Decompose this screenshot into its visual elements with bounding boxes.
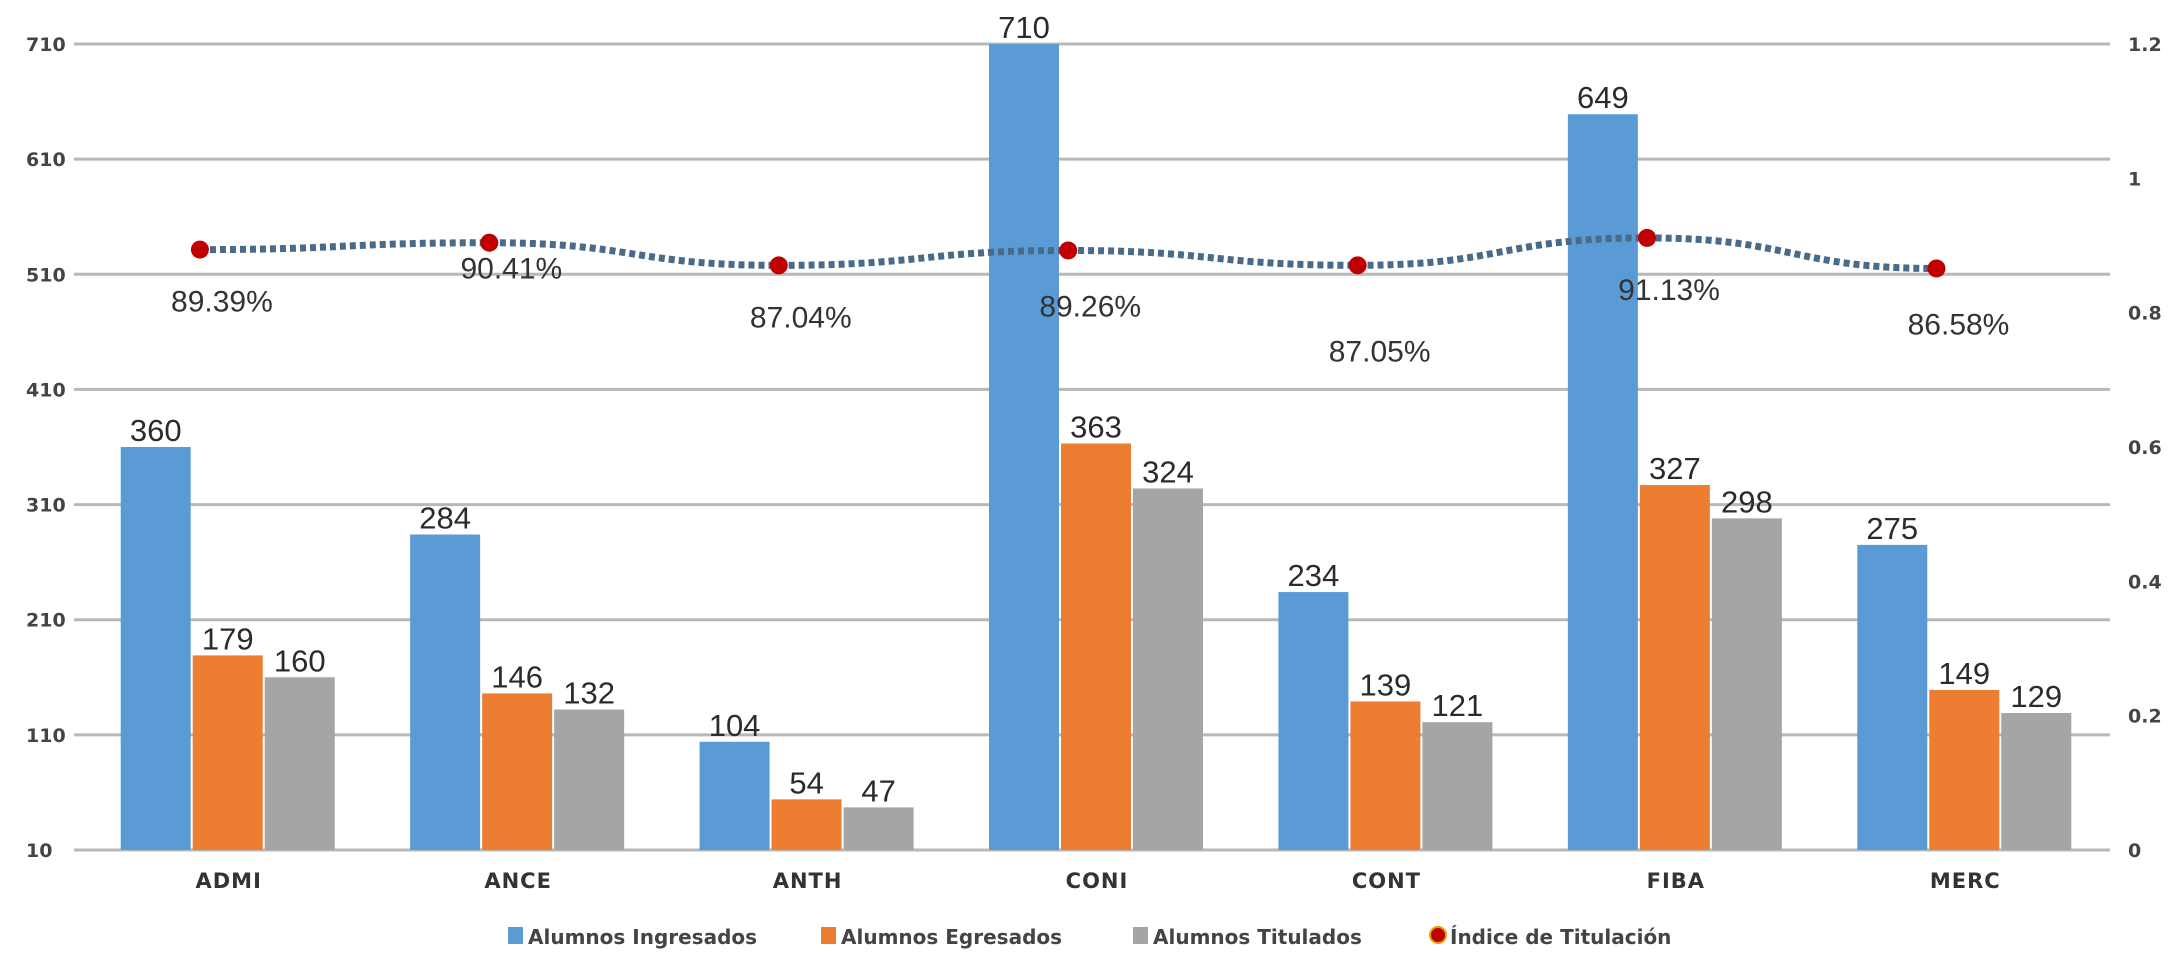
bar: [1422, 722, 1493, 850]
bar-value-label: 234: [1288, 558, 1340, 593]
index-point: [480, 233, 499, 252]
bar-value-label: 284: [419, 501, 471, 536]
right-tick-label: 1: [2128, 168, 2141, 190]
index-value-label: 89.26%: [1039, 290, 1141, 323]
index-point: [769, 256, 788, 275]
index-value-label: 87.04%: [750, 301, 852, 334]
index-value-label: 87.05%: [1329, 335, 1431, 368]
bar-value-label: 47: [861, 773, 895, 808]
right-tick-label: 0.8: [2128, 303, 2162, 325]
right-tick-label: 0.6: [2128, 437, 2162, 459]
bar: [410, 534, 481, 850]
legend-label: Índice de Titulación: [1450, 925, 1671, 949]
legend-swatch: [1133, 927, 1148, 944]
bar-value-label: 146: [491, 659, 543, 694]
left-tick-label: 10: [26, 840, 52, 862]
bar-value-label: 54: [789, 765, 823, 800]
bar: [1639, 484, 1710, 850]
legend-swatch: [508, 927, 523, 944]
bar: [120, 447, 191, 850]
bar-value-label: 129: [2010, 679, 2062, 714]
right-tick-label: 0.2: [2128, 706, 2162, 728]
category-label: MERC: [1930, 869, 2001, 893]
bar: [1061, 443, 1131, 850]
bar-value-label: 360: [130, 413, 182, 448]
bar: [1350, 701, 1421, 850]
legend-swatch: [821, 927, 836, 944]
index-point: [1638, 228, 1657, 247]
bar: [843, 807, 914, 850]
category-label: ANCE: [484, 869, 552, 893]
left-axis: 10 110 210 310 410 510 610 710: [26, 34, 66, 862]
bar-value-label: 132: [563, 676, 615, 711]
bar-value-label: 649: [1577, 80, 1629, 115]
bar: [482, 693, 553, 850]
left-tick-label: 210: [26, 610, 66, 632]
bar-value-label: 363: [1070, 410, 1122, 445]
category-label: FIBA: [1647, 869, 1705, 893]
index-value-label: 91.13%: [1618, 274, 1720, 307]
bar-value-label: 710: [998, 10, 1050, 45]
bar: [771, 799, 842, 850]
left-tick-label: 510: [26, 264, 66, 286]
index-value-label: 89.39%: [171, 286, 273, 319]
left-tick-label: 410: [26, 379, 66, 401]
index-value-label: 86.58%: [1908, 308, 2010, 341]
bars: 360 179 160 284 146 132 104 54 47 710 363 324 234 139…: [120, 10, 2072, 851]
index-point: [1348, 256, 1367, 275]
bar: [1929, 689, 2000, 850]
right-tick-label: 0: [2128, 840, 2141, 862]
right-tick-label: 0.4: [2128, 571, 2162, 593]
left-tick-label: 710: [26, 34, 66, 56]
legend-label: Alumnos Ingresados: [528, 925, 757, 949]
bar: [1857, 544, 1928, 850]
bar: [2001, 712, 2072, 850]
bar-value-label: 160: [274, 643, 326, 678]
left-tick-label: 310: [26, 495, 66, 517]
bar-value-label: 104: [709, 708, 761, 743]
index-point: [1927, 259, 1946, 278]
legend: Alumnos Ingresados Alumnos Egresados Alumn…: [508, 925, 1671, 949]
index-line: 89.39% 90.41% 87.04% 89.26% 87.05% 91.13% 86.5…: [171, 228, 2010, 368]
left-tick-label: 110: [26, 725, 66, 747]
legend-label: Alumnos Titulados: [1153, 925, 1362, 949]
bar-value-label: 121: [1432, 688, 1484, 723]
bar: [264, 677, 335, 850]
bar: [989, 44, 1059, 850]
bar: [1133, 488, 1203, 850]
category-label: CONI: [1066, 869, 1129, 893]
category-label: CONT: [1352, 869, 1421, 893]
bar-value-label: 179: [202, 621, 254, 656]
index-point: [190, 240, 209, 259]
legend-label: Alumnos Egresados: [841, 925, 1062, 949]
bar-value-label: 139: [1360, 667, 1412, 702]
bar: [554, 709, 625, 850]
bar-value-label: 327: [1649, 451, 1701, 486]
legend-marker: [1429, 926, 1447, 944]
category-axis: ADMI ANCE ANTH CONI CONT FIBA MERC: [196, 869, 2001, 893]
category-label: ANTH: [773, 869, 843, 893]
bar: [192, 655, 263, 850]
bar-value-label: 275: [1866, 511, 1918, 546]
right-tick-label: 1.2: [2128, 34, 2162, 56]
bar: [699, 741, 770, 850]
index-value-label: 90.41%: [460, 253, 562, 286]
bar: [1711, 518, 1782, 850]
bar-value-label: 149: [1938, 656, 1990, 691]
bar-value-label: 298: [1721, 484, 1773, 519]
index-point: [1059, 241, 1078, 260]
bar: [1567, 114, 1638, 851]
bar-value-label: 324: [1142, 454, 1194, 489]
right-axis: 0 0.2 0.4 0.6 0.8 1 1.2: [2128, 34, 2162, 862]
left-tick-label: 610: [26, 149, 66, 171]
bar: [1278, 592, 1349, 850]
category-label: ADMI: [196, 869, 262, 893]
